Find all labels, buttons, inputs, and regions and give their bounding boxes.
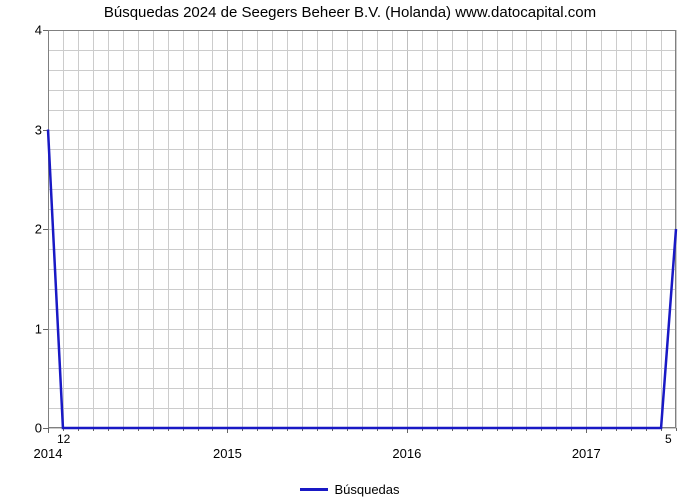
data-point-label: 12 (57, 432, 70, 446)
x-tick-label: 2016 (392, 446, 421, 461)
y-tick-label: 1 (12, 321, 42, 336)
chart-title: Búsquedas 2024 de Seegers Beheer B.V. (H… (0, 4, 700, 21)
y-tick-label: 0 (12, 421, 42, 436)
legend-swatch (300, 488, 328, 491)
y-tick-label: 4 (12, 23, 42, 38)
data-point-label: 5 (665, 432, 672, 446)
x-tick-label: 2014 (34, 446, 63, 461)
x-tick-label: 2015 (213, 446, 242, 461)
series-line (48, 30, 676, 428)
plot-area: 012342014201520162017125 (48, 30, 676, 428)
legend: Búsquedas (0, 478, 700, 497)
x-tick-label: 2017 (572, 446, 601, 461)
y-tick-label: 3 (12, 122, 42, 137)
legend-label: Búsquedas (334, 482, 399, 497)
y-tick-label: 2 (12, 222, 42, 237)
